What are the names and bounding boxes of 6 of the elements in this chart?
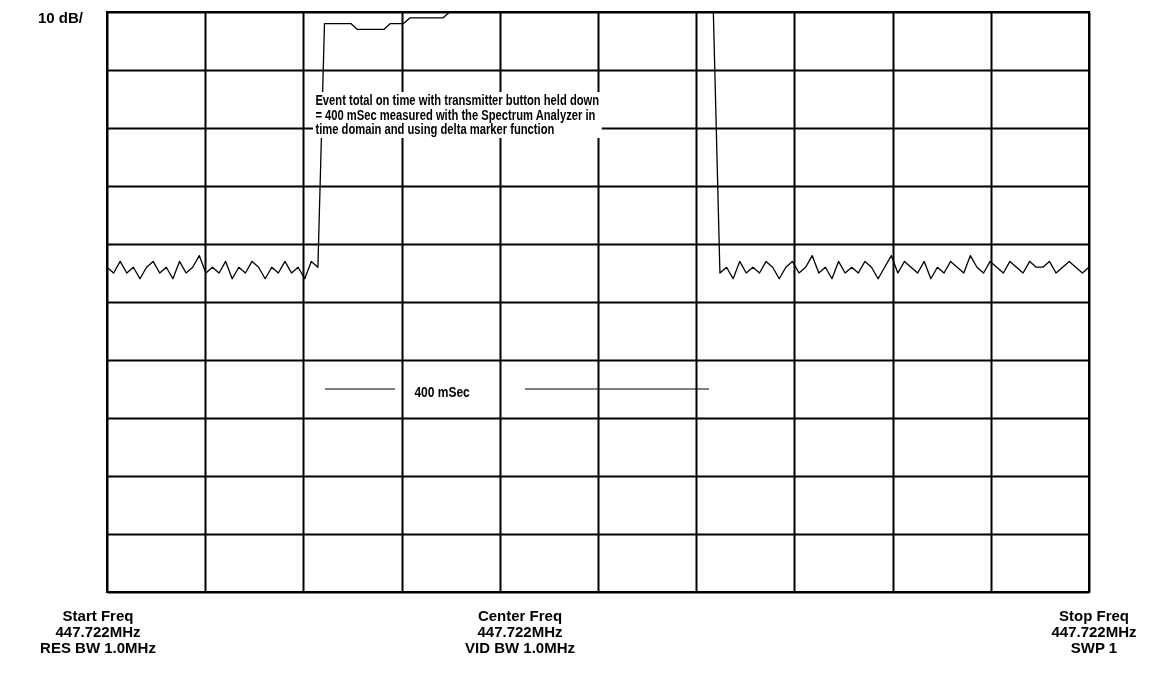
text: Start Freq 447.722MHz RES BW 1.0MHz bbox=[39, 607, 157, 656]
annotation: 400 mSec bbox=[412, 383, 473, 401]
text: Center Freq 447.722MHz VID BW 1.0MHz bbox=[464, 607, 576, 656]
annotation: Event total on time with transmitter button held down = 400 mSec measured with the Spectrum Analyzer in time domain and using delta marker function bbox=[313, 92, 602, 139]
text: Stop Freq 447.722MHz SWP 1 bbox=[1050, 607, 1138, 656]
text: 10 dB/ bbox=[38, 9, 84, 26]
